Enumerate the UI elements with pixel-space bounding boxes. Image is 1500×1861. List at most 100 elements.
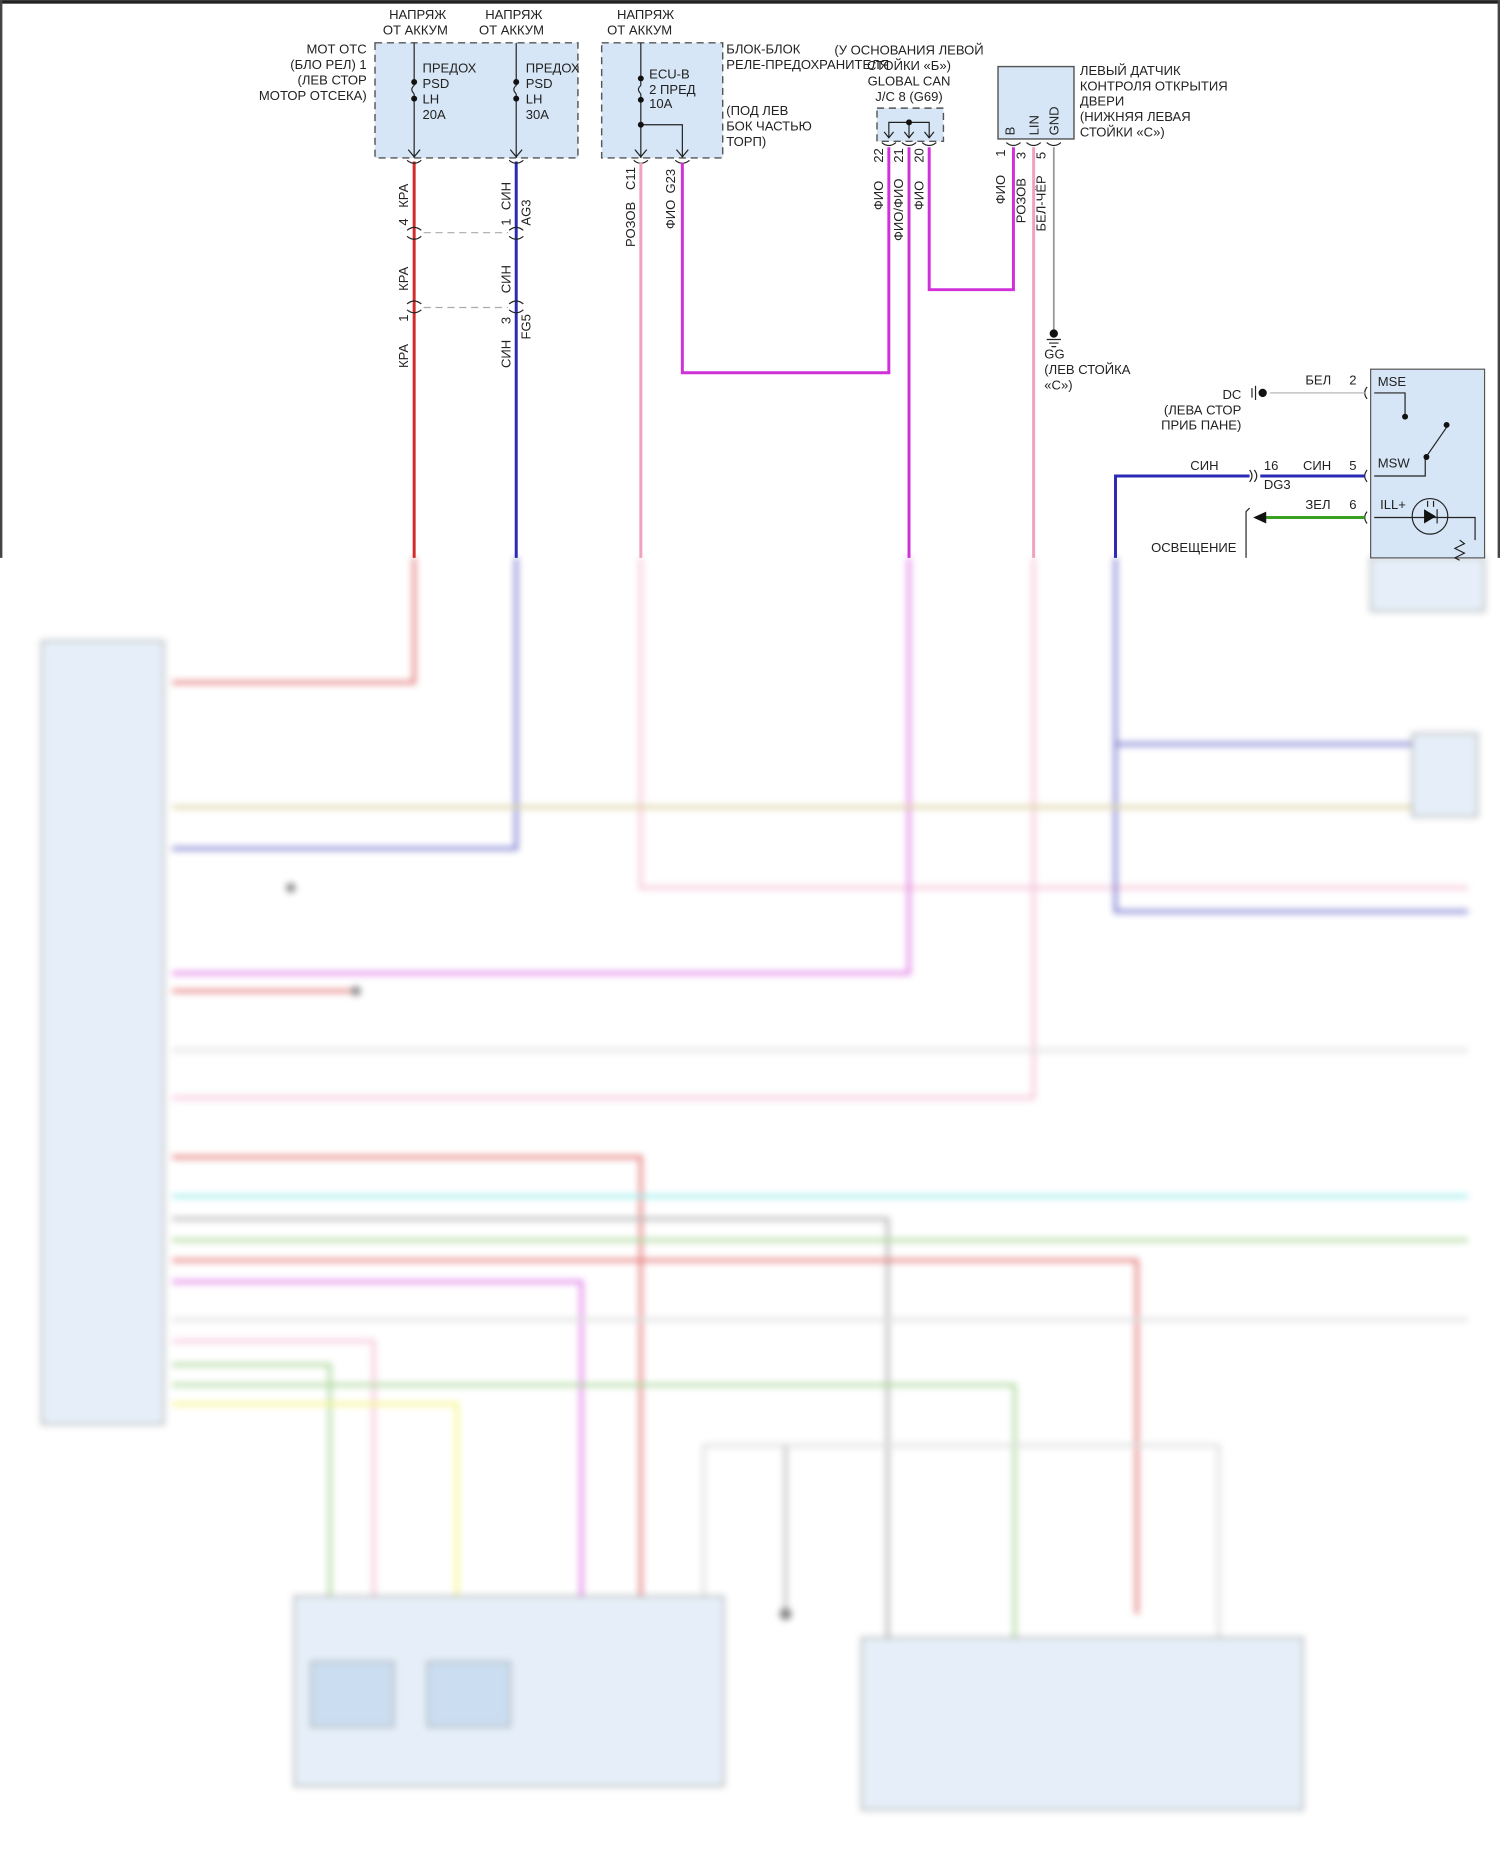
fuse-label: ECU-B	[649, 66, 690, 81]
diagram-label: 5	[1349, 458, 1356, 473]
diagram-label: (ЛЕВА СТОР	[1164, 402, 1242, 417]
diagram-label: ФИО	[911, 181, 926, 210]
right-border	[1497, 0, 1500, 558]
diagram-label: 1	[396, 314, 411, 321]
diagram-label: GLOBAL CAN	[868, 74, 951, 89]
instrument-relay-block: НАПРЯЖ ОТ АККУМ ECU-B 2 ПРЕД 10A БЛОК-БЛ…	[600, 7, 889, 247]
diagram-label: (У ОСНОВАНИЯ ЛЕВОЙ	[834, 43, 983, 58]
diagram-label: СИН	[498, 340, 513, 368]
diagram-label: СТОЙКИ «Б»)	[867, 58, 951, 73]
connector-icon	[1249, 469, 1258, 483]
diagram-label: ДВЕРИ	[1080, 94, 1124, 109]
wire-blue	[1114, 474, 1365, 558]
diagram-label: ПРИБ ПАНЕ)	[1161, 418, 1241, 433]
fuse-label: 20A	[422, 107, 446, 122]
diagram-label: 5	[1033, 152, 1048, 159]
ground-label: DC	[1222, 387, 1241, 402]
diagram-label: ФИО/ФИО	[891, 179, 906, 242]
diagram-label: ЗЕЛ	[1305, 497, 1330, 512]
ground-label: GG	[1044, 347, 1064, 362]
fuse-label: PSD	[422, 76, 449, 91]
left-border	[0, 0, 3, 558]
fuse-label: ПРЕДОХ	[422, 61, 476, 76]
blurred-lower-section	[40, 557, 1486, 1811]
diagram-label: 2	[1349, 373, 1356, 388]
diagram-label: C11	[623, 167, 638, 190]
diagram-label: РОЗОВ	[1013, 178, 1028, 223]
diagram-label: 16	[1264, 458, 1279, 473]
diagram-label: 3	[498, 317, 513, 324]
block-location: ТОРП)	[726, 134, 766, 149]
diagram-label: GND	[1047, 106, 1062, 135]
diagram-label: ОТ АККУМ	[607, 23, 672, 38]
diagram-label: 4	[396, 218, 411, 225]
block-label: РЕЛЕ-ПРЕДОХРАНИТЕЛЯ	[726, 57, 889, 72]
fuse-label: ПРЕДОХ	[526, 61, 580, 76]
block-label: (ЛЕВ СТОР	[298, 72, 367, 87]
block-label: МОТ ОТС	[307, 42, 367, 57]
battery-label: НАПРЯЖ	[389, 7, 446, 22]
battery-label: ОТ АККУМ	[479, 23, 544, 38]
fuse-label: PSD	[526, 76, 553, 91]
diagram-label: MSE	[1378, 374, 1407, 389]
diagram-label: СИН	[1190, 458, 1218, 473]
block-location: (ПОД ЛЕВ	[726, 103, 788, 118]
door-switch: MSE MSW ILL+	[1364, 368, 1486, 561]
diagram-label: СИН	[1303, 458, 1331, 473]
top-border	[0, 0, 1500, 4]
diagram-label: КРА	[396, 344, 411, 368]
fuse-label: 30A	[526, 107, 550, 122]
diagram-label: 1	[993, 150, 1008, 157]
connector-icon	[406, 159, 524, 314]
diagram-label: 21	[891, 148, 906, 163]
block-label: БЛОК-БЛОК	[726, 42, 800, 57]
diagram-label: MSW	[1378, 456, 1411, 471]
diagram-label: 22	[871, 148, 886, 163]
fuse-label: 10A	[649, 96, 673, 111]
illumination-label: ОСВЕЩЕНИЕ	[1151, 540, 1237, 555]
diagram-label: (НИЖНЯЯ ЛЕВАЯ	[1080, 109, 1191, 124]
wire-magenta	[680, 147, 891, 375]
led-icon	[1411, 497, 1449, 535]
diagram-label: НАПРЯЖ	[617, 7, 674, 22]
diagram-label: 6	[1349, 497, 1356, 512]
battery-label: ОТ АККУМ	[383, 23, 448, 38]
diagram-label: DG3	[1264, 477, 1291, 492]
diagram-label: 1	[498, 218, 513, 225]
diagram-label: G23	[663, 169, 678, 194]
diagram-label: 20	[911, 148, 926, 163]
wire-magenta	[927, 147, 1015, 292]
diagram-label: 3	[1013, 152, 1028, 159]
fuse-icon	[637, 85, 642, 95]
diagram-label: КОНТРОЛЯ ОТКРЫТИЯ	[1080, 78, 1228, 93]
lower-right-component	[860, 1637, 1304, 1811]
resistor-icon	[1453, 539, 1466, 561]
battery-label: НАПРЯЖ	[485, 7, 542, 22]
diagram-label: БЕЛ-ЧЁР	[1033, 175, 1048, 232]
global-can-junction: (У ОСНОВАНИЯ ЛЕВОЙ СТОЙКИ «Б») GLOBAL CA…	[834, 43, 983, 241]
diagram-label: КРА	[396, 183, 411, 207]
door-sensor: B LIN GND ЛЕВЫЙ ДАТЧИК КОНТРОЛЯ ОТКРЫТИЯ…	[993, 63, 1228, 232]
block-label: МОТОР ОТСЕКА)	[259, 88, 367, 103]
fuse-label: LH	[422, 91, 439, 106]
ground-label: «С»)	[1044, 377, 1072, 392]
diagram-label: СИН	[498, 182, 513, 210]
wire-labels: КРА 4 КРА 1 КРА СИН 1 AG3 СИН 3 FG5 СИН	[396, 182, 533, 368]
block-location: БОК ЧАСТЬЮ	[726, 119, 812, 134]
diagram-label: РОЗОВ	[623, 202, 638, 247]
fuse-icon	[411, 85, 517, 95]
ground-label: (ЛЕВ СТОЙКА	[1044, 362, 1130, 377]
ecu-connector-block	[40, 640, 165, 1425]
diagram-label: ЛЕВЫЙ ДАТЧИК	[1080, 63, 1181, 78]
diagram-label: ФИО	[993, 175, 1008, 204]
fuse-label: LH	[526, 91, 543, 106]
engine-relay-block: НАПРЯЖ ОТ АККУМ НАПРЯЖ ОТ АККУМ МОТ ОТС …	[259, 7, 580, 159]
diagram-label: ФИО	[663, 200, 678, 229]
fuse-label: 2 ПРЕД	[649, 82, 696, 97]
diagram-label: СИН	[498, 265, 513, 293]
arrow-icon	[1253, 511, 1267, 524]
ground-icon	[1046, 329, 1061, 348]
diagram-label: LIN	[1026, 115, 1041, 135]
